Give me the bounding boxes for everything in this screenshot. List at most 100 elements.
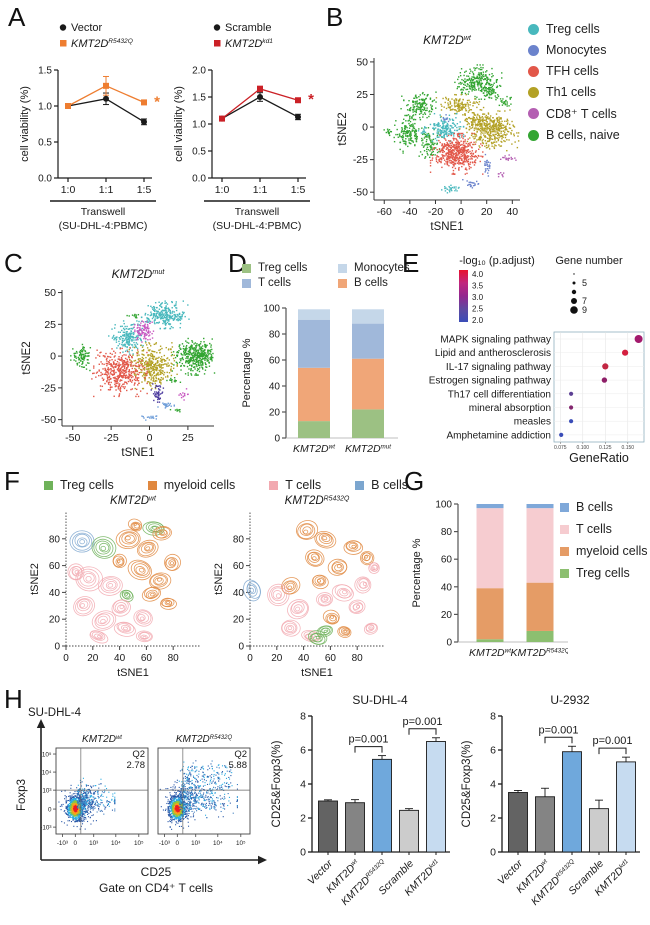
legend-item: Treg cells [242,262,334,274]
svg-text:CD25: CD25 [141,865,172,879]
svg-text:1.0: 1.0 [192,120,206,131]
svg-text:100: 100 [435,500,452,511]
svg-text:-25: -25 [104,432,119,444]
svg-text:60: 60 [49,561,61,572]
legend-item: T cells [269,478,321,492]
svg-text:KMT2Dwt: KMT2Dwt [293,443,335,455]
svg-text:Percentage %: Percentage % [241,338,253,407]
svg-text:1:0: 1:0 [61,184,76,196]
legend-swatch-icon [560,568,569,578]
legend-swatch-icon [528,86,539,98]
legend-item: TFH cells [528,64,620,78]
legend-label: Monocytes [546,43,607,57]
contour-tsne-kmt2d-r5432q: KMT2DR5432Q 0 20 40 60 80 0 20 40 60 80 tSNE1 tSNE2 [210,494,392,691]
legend-swatch-icon [528,108,539,119]
svg-text:Vector: Vector [71,22,103,34]
svg-text:2.5: 2.5 [472,305,484,314]
stacked-bar-g-legend: B cells T cells myeloid cells Treg cells [560,500,648,580]
svg-text:0: 0 [50,351,56,363]
dot-plot-svg: -log₁₀ (p.adjust) 4.0 3.5 3.0 2.5 2.0 Gene num… [429,255,645,465]
svg-text:60: 60 [233,561,245,572]
svg-text:-50: -50 [41,414,56,426]
legend-swatch-icon [338,278,347,288]
svg-text:4.0: 4.0 [472,270,484,279]
tsne-points [70,300,216,421]
svg-text:40: 40 [506,206,518,218]
svg-text:1:1: 1:1 [99,184,114,196]
stacked-bar-svg: 0 20 40 60 80 100 Percentage % KMT2Dwt KMT2DR543… [411,500,570,659]
svg-text:KMT2Dkd1: KMT2Dkd1 [225,38,273,50]
legend-swatch-icon [269,480,279,490]
svg-text:0.150: 0.150 [622,445,635,451]
svg-text:*: * [154,93,160,110]
legend-label: CD8⁺ T cells [546,107,617,121]
svg-text:-20: -20 [428,206,443,218]
svg-text:Transwell: Transwell [235,206,280,218]
panel-c-label: C [4,248,23,278]
svg-text:-25: -25 [41,382,56,394]
line-chart-svg: Vector KMT2DR5432Q 0.0 0.5 1.0 1.5 cell viabil… [19,22,160,232]
svg-text:5: 5 [582,278,587,288]
svg-text:0: 0 [446,638,452,649]
legend-item: Monocytes [528,43,620,57]
legend-label: Monocytes [354,262,410,274]
legend-swatch-icon [355,480,365,490]
svg-text:80: 80 [233,534,245,545]
legend-label: TFH cells [546,64,599,78]
panel-a-label: A [8,2,26,32]
svg-text:GeneRatio: GeneRatio [569,451,629,465]
svg-text:20: 20 [49,615,61,626]
stacked-bar-chart-wt-vs-r5432q: 0 20 40 60 80 100 Percentage % KMT2Dwt KMT2DR543… [406,484,570,689]
legend-label: B cells [371,478,408,492]
svg-text:-50: -50 [65,432,80,444]
svg-text:20: 20 [441,610,453,621]
svg-text:80: 80 [441,527,453,538]
legend-item: Treg cells [44,478,114,492]
svg-text:1.0: 1.0 [38,102,52,113]
svg-text:0.5: 0.5 [192,147,206,158]
svg-text:Th17 cell differentiation: Th17 cell differentiation [448,389,551,400]
legend-item: B cells [355,478,408,492]
svg-text:Gene number: Gene number [555,255,623,267]
legend-swatch-icon [242,263,251,273]
svg-text:7: 7 [582,296,587,306]
svg-text:20: 20 [87,653,99,664]
svg-text:20: 20 [271,653,283,664]
svg-text:0.0: 0.0 [38,174,52,185]
svg-text:0: 0 [274,434,280,445]
svg-text:tSNE1: tSNE1 [430,221,463,233]
flow-plot-kmt2d-wt: KMT2Dwt Q2 2.78 -10³ 0 10³ 10⁴ 10⁵ 10⁵ 10⁴ 10³ 0 -10… [40,732,154,859]
svg-text:Gate on CD4⁺ T cells: Gate on CD4⁺ T cells [99,881,213,895]
svg-text:measles: measles [514,417,551,428]
svg-text:1:5: 1:5 [137,184,152,196]
svg-text:tSNE2: tSNE2 [21,341,33,374]
pathway-enrichment-dot-plot: -log₁₀ (p.adjust) 4.0 3.5 3.0 2.5 2.0 Gene num… [402,252,650,475]
legend-label: Treg cells [60,478,114,492]
svg-text:40: 40 [114,653,126,664]
svg-text:80: 80 [352,653,364,664]
tsne-wt-legend: Treg cells Monocytes TFH cells Th1 cells CD8… [528,22,620,142]
svg-text:100: 100 [263,304,280,315]
legend-label: B cells [354,277,388,289]
svg-text:50: 50 [356,56,368,68]
svg-text:IL-17 signaling pathway: IL-17 signaling pathway [446,362,551,373]
svg-text:tSNE2: tSNE2 [29,563,41,595]
svg-text:0: 0 [54,642,60,653]
svg-text:KMT2Dwt: KMT2Dwt [423,33,472,47]
legend-swatch-icon [528,23,539,35]
legend-label: T cells [258,277,292,289]
svg-text:tSNE1: tSNE1 [117,667,149,679]
legend-swatch-icon [44,480,53,490]
svg-text:0.0: 0.0 [192,174,206,185]
svg-text:KMT2Dmut: KMT2Dmut [345,443,391,455]
svg-text:-40: -40 [402,206,417,218]
legend-swatch-icon [560,502,569,512]
legend-swatch-icon [528,65,539,77]
svg-text:KMT2Dwt: KMT2Dwt [469,647,511,659]
legend-item: Th1 cells [528,85,620,99]
legend-label: Treg cells [576,566,630,580]
svg-text:1.5: 1.5 [38,66,52,77]
svg-text:0: 0 [63,653,69,664]
svg-text:MAPK signaling pathway: MAPK signaling pathway [440,335,551,346]
svg-text:0: 0 [147,432,153,444]
